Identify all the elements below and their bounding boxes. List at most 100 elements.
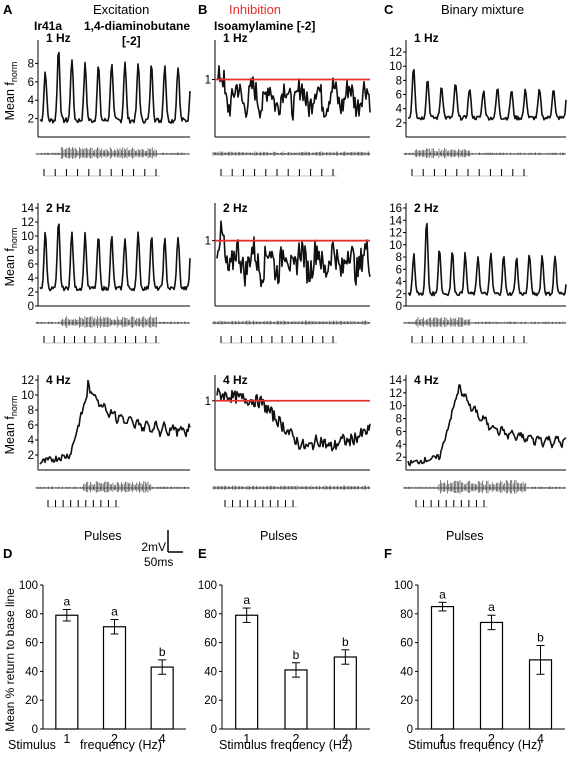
spike-recording (35, 147, 190, 159)
header-excitation: Excitation (93, 2, 149, 17)
pulse-ticks (47, 500, 120, 508)
y-tick-label: 4 (28, 273, 35, 285)
header-binary-mixture: Binary mixture (441, 2, 524, 17)
y-tick-label: 10 (21, 390, 34, 402)
y-tick-label: 4 (28, 95, 35, 107)
trace-line (39, 51, 191, 124)
y-tick-label: 14 (21, 203, 34, 215)
trace-line (216, 65, 371, 121)
significance-letter: a (439, 587, 446, 601)
y-tick-label: 8 (28, 245, 34, 257)
trace-panel-A-1hz: 2 4 6 8 1 Hz Mean fnorm (3, 31, 191, 177)
trace-ylabel-subscript: norm (9, 396, 19, 417)
y-tick-label: 6 (396, 426, 402, 438)
trace-ylabel-subscript: norm (9, 228, 19, 249)
header-inhibition: Inhibition (229, 2, 281, 17)
y-tick-label: 6 (396, 264, 402, 276)
trace-line (408, 222, 567, 297)
bar-1 (235, 614, 259, 730)
y-tick-label: 1 (205, 236, 211, 248)
y-tick-label: 0 (28, 301, 34, 313)
y-tick-label: 0 (396, 301, 402, 313)
frequency-label: 1 Hz (223, 31, 248, 45)
pulse-ticks (224, 500, 297, 508)
pulses-label-C: Pulses (446, 529, 484, 543)
spike-recording (35, 316, 190, 328)
bar-4 (333, 656, 357, 730)
y-tick-label: 40 (25, 666, 38, 678)
panel-letter-B: B (198, 2, 207, 17)
y-tick-label: 12 (389, 388, 402, 400)
y-tick-label: 100 (394, 580, 413, 592)
bar-ylabel: Mean % return to base line (3, 588, 17, 732)
spike-recording (212, 320, 371, 325)
frequency-label: 4 Hz (46, 373, 71, 387)
significance-letter: b (293, 648, 300, 662)
frequency-label: 2 Hz (414, 201, 439, 215)
bar-xlabel-F: Stimulus frequency (Hz) (408, 738, 541, 752)
pulse-ticks (411, 169, 528, 177)
y-tick-label: 1 (205, 396, 211, 408)
pulses-label-A: Pulses (84, 529, 122, 543)
y-tick-label: 100 (19, 580, 38, 592)
frequency-label: 4 Hz (223, 373, 248, 387)
panel-letter-E: E (198, 546, 207, 561)
trace-panel-B-4hz: 1 4 Hz (205, 373, 371, 508)
y-tick-label: 40 (204, 666, 217, 678)
bar-1 (55, 614, 79, 730)
bar-panels: 020406080100a1a2b4020406080100a1b2b40204… (19, 580, 565, 746)
y-tick-label: 1 (205, 75, 211, 87)
y-tick-label: 14 (389, 215, 402, 227)
bar-chart-D: 0 20 40 60 80 100 a 1 a 2 b 4 (19, 580, 186, 746)
x-tick-label: 1 (63, 732, 70, 746)
trace-ylabel: Mean fnorm (3, 396, 19, 455)
y-tick-label: 12 (389, 47, 402, 59)
bar-xlabel-freq-D: frequency (Hz) (80, 738, 162, 752)
y-tick-label: 12 (21, 375, 34, 387)
y-tick-label: 0 (211, 724, 217, 736)
bar-4 (150, 666, 174, 730)
pulse-ticks (220, 169, 337, 177)
trace-ylabel: Mean fnorm (3, 62, 19, 121)
panel-letter-C: C (384, 2, 394, 17)
significance-letter: a (243, 593, 250, 607)
y-tick-label: 6 (396, 90, 402, 102)
x-tick-label: 1 (243, 732, 250, 746)
y-tick-label: 4 (396, 439, 403, 451)
y-tick-label: 20 (400, 695, 413, 707)
y-tick-label: 12 (21, 217, 34, 229)
spike-recording (403, 480, 566, 494)
trace-panel-B-2hz: 1 2 Hz (205, 201, 371, 344)
scale-bar-voltage: 2mV (141, 540, 166, 554)
frequency-label: 2 Hz (46, 201, 71, 215)
frequency-label: 2 Hz (223, 201, 248, 215)
significance-letter: a (488, 600, 495, 614)
x-tick-label: 2 (488, 732, 495, 746)
bar-xlabel-E: Stimulus frequency (Hz) (219, 738, 352, 752)
trace-line (216, 220, 371, 288)
y-tick-label: 2 (28, 287, 34, 299)
y-tick-label: 8 (396, 414, 402, 426)
frequency-label: 4 Hz (414, 373, 439, 387)
bar-chart-E: 0 20 40 60 80 100 a 1 b 2 b 4 (198, 580, 370, 746)
significance-letter: b (537, 630, 544, 644)
bar-xlabel-stimulus-D: Stimulus (8, 738, 56, 752)
y-tick-label: 6 (28, 77, 34, 89)
x-tick-label: 1 (439, 732, 446, 746)
bar-2 (102, 626, 127, 730)
y-tick-label: 8 (396, 252, 402, 264)
trace-panel-B-1hz: 1 1 Hz (205, 31, 371, 177)
significance-letter: b (342, 635, 349, 649)
frequency-label: 1 Hz (46, 31, 71, 45)
trace-line (39, 379, 191, 465)
x-tick-label: 2 (293, 732, 300, 746)
y-tick-label: 0 (32, 724, 38, 736)
bar-2 (479, 621, 504, 730)
panel-letter-D: D (3, 546, 12, 561)
significance-letter: a (111, 605, 118, 619)
spike-recording (403, 317, 566, 328)
header-receptor: Ir41a (34, 19, 62, 33)
